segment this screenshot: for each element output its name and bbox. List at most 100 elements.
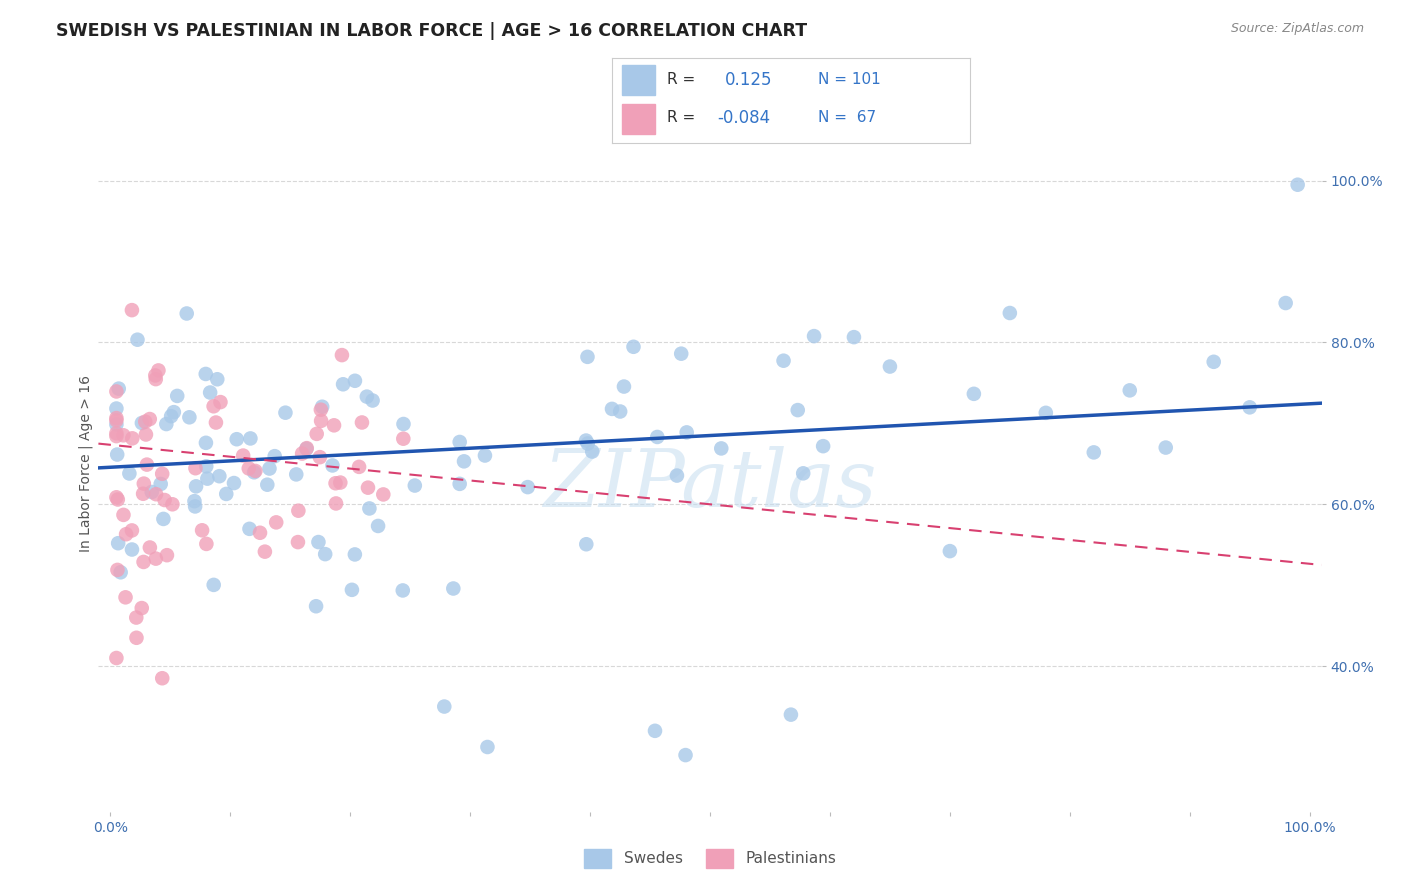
Point (179, 410, 201, 425)
Point (356, 390, 378, 404)
Point (274, 406, 297, 420)
Point (675, 425, 697, 440)
Point (307, 535, 329, 549)
Point (105, 491, 128, 505)
Point (332, 377, 354, 392)
Point (361, 393, 384, 408)
Point (477, 739, 499, 754)
Point (314, 547, 336, 561)
Point (134, 415, 156, 429)
Point (139, 541, 162, 555)
Point (198, 385, 221, 400)
Point (107, 382, 129, 396)
Point (305, 426, 328, 441)
Point (576, 350, 599, 364)
Point (243, 465, 266, 479)
Point (238, 461, 260, 475)
Point (105, 417, 128, 432)
Point (148, 363, 170, 377)
Point (194, 435, 217, 450)
Point (125, 631, 148, 645)
Point (131, 601, 153, 615)
Point (772, 353, 794, 368)
Text: Source: ZipAtlas.com: Source: ZipAtlas.com (1230, 22, 1364, 36)
Bar (623, 65, 655, 95)
Point (1083, 445, 1105, 459)
Point (433, 699, 456, 714)
Point (516, 480, 538, 494)
Text: SWEDISH VS PALESTINIAN IN LABOR FORCE | AGE > 16 CORRELATION CHART: SWEDISH VS PALESTINIAN IN LABOR FORCE | … (56, 22, 807, 40)
Point (163, 405, 186, 419)
Point (195, 459, 218, 474)
Point (127, 333, 149, 347)
Point (343, 374, 366, 388)
Point (245, 464, 267, 478)
Point (842, 330, 865, 344)
Point (309, 402, 332, 417)
Point (118, 467, 141, 481)
Point (350, 416, 373, 430)
Point (710, 442, 733, 456)
Point (786, 403, 808, 417)
Point (392, 417, 415, 431)
Point (609, 404, 631, 418)
Point (135, 427, 157, 442)
Text: N = 101: N = 101 (818, 72, 880, 87)
Point (253, 544, 276, 558)
Point (105, 413, 128, 427)
Point (343, 548, 366, 562)
Point (347, 459, 370, 474)
Point (792, 467, 814, 481)
Point (139, 412, 162, 426)
Point (205, 416, 228, 430)
Text: R =: R = (668, 72, 696, 87)
Point (623, 340, 645, 354)
Point (1274, 296, 1296, 310)
Point (121, 431, 143, 445)
Point (107, 492, 129, 507)
Point (939, 544, 962, 558)
Point (441, 582, 464, 596)
Point (263, 449, 285, 463)
Point (135, 458, 157, 472)
Point (105, 429, 128, 443)
Point (202, 578, 225, 592)
Point (132, 476, 155, 491)
Point (115, 527, 138, 541)
Point (295, 441, 318, 455)
Point (121, 303, 143, 318)
Point (1035, 406, 1057, 420)
Point (112, 428, 135, 442)
Text: 0.125: 0.125 (724, 70, 772, 88)
Point (305, 599, 328, 614)
Point (141, 485, 163, 500)
Point (373, 487, 395, 501)
Point (321, 458, 343, 473)
Point (105, 448, 128, 462)
Point (600, 401, 623, 416)
Point (132, 555, 155, 569)
Point (153, 493, 176, 508)
Point (963, 387, 986, 401)
Point (184, 500, 207, 514)
Text: R =: R = (668, 111, 696, 125)
Point (121, 524, 143, 538)
Point (114, 591, 136, 605)
Point (575, 537, 598, 551)
Point (232, 449, 254, 463)
Point (359, 501, 381, 516)
Point (367, 519, 389, 533)
Point (308, 450, 330, 465)
Point (191, 523, 214, 537)
Point (309, 414, 332, 428)
Point (323, 418, 346, 433)
Point (239, 432, 262, 446)
Point (449, 434, 471, 449)
Point (329, 475, 352, 490)
Point (1239, 401, 1261, 415)
Point (208, 469, 231, 483)
Point (105, 411, 128, 425)
Text: ZIPatlas: ZIPatlas (543, 446, 877, 524)
Point (149, 477, 172, 491)
Point (121, 542, 143, 557)
